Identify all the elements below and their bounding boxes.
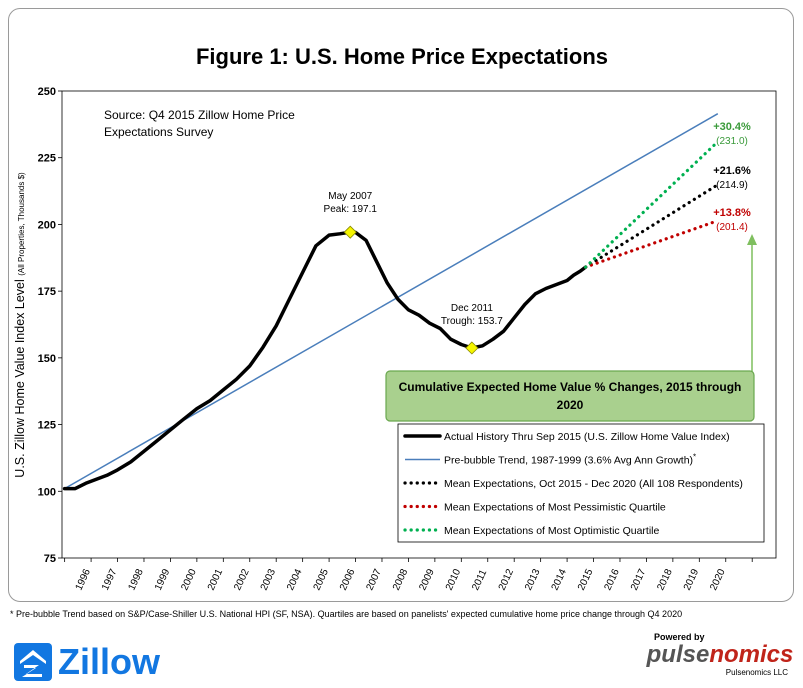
- annotation-label: May 2007: [328, 191, 372, 202]
- x-tick-label: 1996: [74, 567, 94, 592]
- zillow-logo: Zillow: [14, 641, 160, 682]
- pulse-part: pulse: [646, 641, 710, 668]
- pulsenomics-wordmark: pulsenomics: [640, 642, 800, 668]
- x-tick-label: 2008: [391, 567, 411, 592]
- x-tick-label: 2017: [629, 567, 649, 592]
- legend-label: Mean Expectations of Most Pessimistic Qu…: [444, 502, 666, 514]
- series-line-4: [583, 140, 720, 269]
- x-tick-label: 2000: [179, 567, 199, 592]
- x-tick-label: 1997: [100, 567, 120, 592]
- legend-label: Mean Expectations, Oct 2015 - Dec 2020 (…: [444, 478, 743, 490]
- end-label-pct: +21.6%: [713, 165, 751, 177]
- x-tick-label: 2014: [550, 567, 570, 592]
- x-tick-label: 2011: [470, 568, 489, 593]
- series-line-3: [583, 219, 720, 269]
- x-tick-label: 2020: [708, 567, 728, 592]
- x-tick-label: 2006: [338, 567, 358, 592]
- end-label-value: (201.4): [716, 222, 748, 233]
- x-tick-label: 2013: [523, 567, 543, 592]
- y-axis-label-main: U.S. Zillow Home Value Index Level: [13, 276, 27, 478]
- annotation-label: Trough: 153.7: [441, 316, 503, 327]
- source-text: Source: Q4 2015 Zillow Home Price: [104, 108, 295, 122]
- source-text: Expectations Survey: [104, 125, 213, 139]
- end-label-pct: +30.4%: [713, 121, 751, 133]
- pulsenomics-llc-label: Pulsenomics LLC: [725, 668, 788, 677]
- annotation-label: Peak: 197.1: [324, 204, 378, 215]
- x-tick-label: 2018: [655, 567, 675, 592]
- zillow-house-icon: [14, 643, 52, 681]
- x-tick-label: 2002: [232, 567, 252, 592]
- zillow-wordmark: Zillow: [58, 641, 160, 682]
- annotation-label: Dec 2011: [451, 303, 494, 314]
- x-tick-label: 2015: [576, 567, 596, 592]
- y-axis-label: U.S. Zillow Home Value Index Level (All …: [13, 172, 27, 478]
- x-tick-label: 2009: [417, 567, 437, 592]
- chart-title: Figure 1: U.S. Home Price Expectations: [196, 44, 608, 69]
- y-tick-label: 75: [44, 553, 56, 565]
- legend-label: Actual History Thru Sep 2015 (U.S. Zillo…: [444, 431, 730, 443]
- plot-area: [61, 90, 777, 559]
- x-tick-label: 1998: [127, 567, 147, 592]
- x-tick-label: 2005: [312, 567, 332, 592]
- y-tick-label: 150: [38, 353, 56, 365]
- end-label-value: (214.9): [716, 180, 748, 191]
- x-tick-label: 2001: [206, 567, 226, 592]
- y-tick-label: 200: [38, 219, 56, 231]
- x-tick-label: 2012: [497, 567, 517, 592]
- callout-arrow-head: [747, 234, 757, 245]
- annotation-marker: [343, 225, 357, 239]
- series-line-2: [583, 183, 720, 269]
- x-tick-label: 1999: [153, 567, 173, 592]
- pulsenomics-logo: Powered by pulsenomics Pulsenomics LLC: [640, 632, 800, 677]
- end-label-value: (231.0): [716, 136, 748, 147]
- callout-box: [385, 370, 755, 422]
- legend-footnote-marker: *: [693, 453, 696, 462]
- chart-svg: Figure 1: U.S. Home Price Expectations 75…: [13, 44, 777, 593]
- y-tick-label: 125: [38, 420, 56, 432]
- y-tick-label: 250: [38, 86, 56, 98]
- callout-text: Cumulative Expected Home Value % Changes…: [399, 380, 742, 394]
- end-label-pct: +13.8%: [713, 207, 751, 219]
- y-tick-label: 100: [38, 486, 56, 498]
- callout-text: 2020: [557, 398, 584, 412]
- legend-label: Pre-bubble Trend, 1987-1999 (3.6% Avg An…: [444, 453, 696, 467]
- footnote: * Pre-bubble Trend based on S&P/Case-Shi…: [10, 609, 683, 619]
- powered-by-label: Powered by: [654, 632, 705, 642]
- y-tick-label: 225: [38, 153, 56, 165]
- annotation-marker: [465, 341, 479, 355]
- x-tick-label: 2010: [444, 567, 464, 592]
- y-tick-label: 175: [38, 286, 56, 298]
- x-tick-label: 2007: [365, 567, 385, 592]
- nomics-part: nomics: [709, 641, 794, 668]
- legend-label: Mean Expectations of Most Optimistic Qua…: [444, 525, 659, 537]
- legend-box: [397, 423, 765, 543]
- x-tick-label: 2019: [682, 567, 702, 592]
- x-tick-label: 2016: [603, 567, 623, 592]
- x-tick-label: 2004: [285, 567, 305, 592]
- y-axis-label-sub: (All Properties, Thousands $): [17, 172, 26, 276]
- x-tick-label: 2003: [259, 567, 279, 592]
